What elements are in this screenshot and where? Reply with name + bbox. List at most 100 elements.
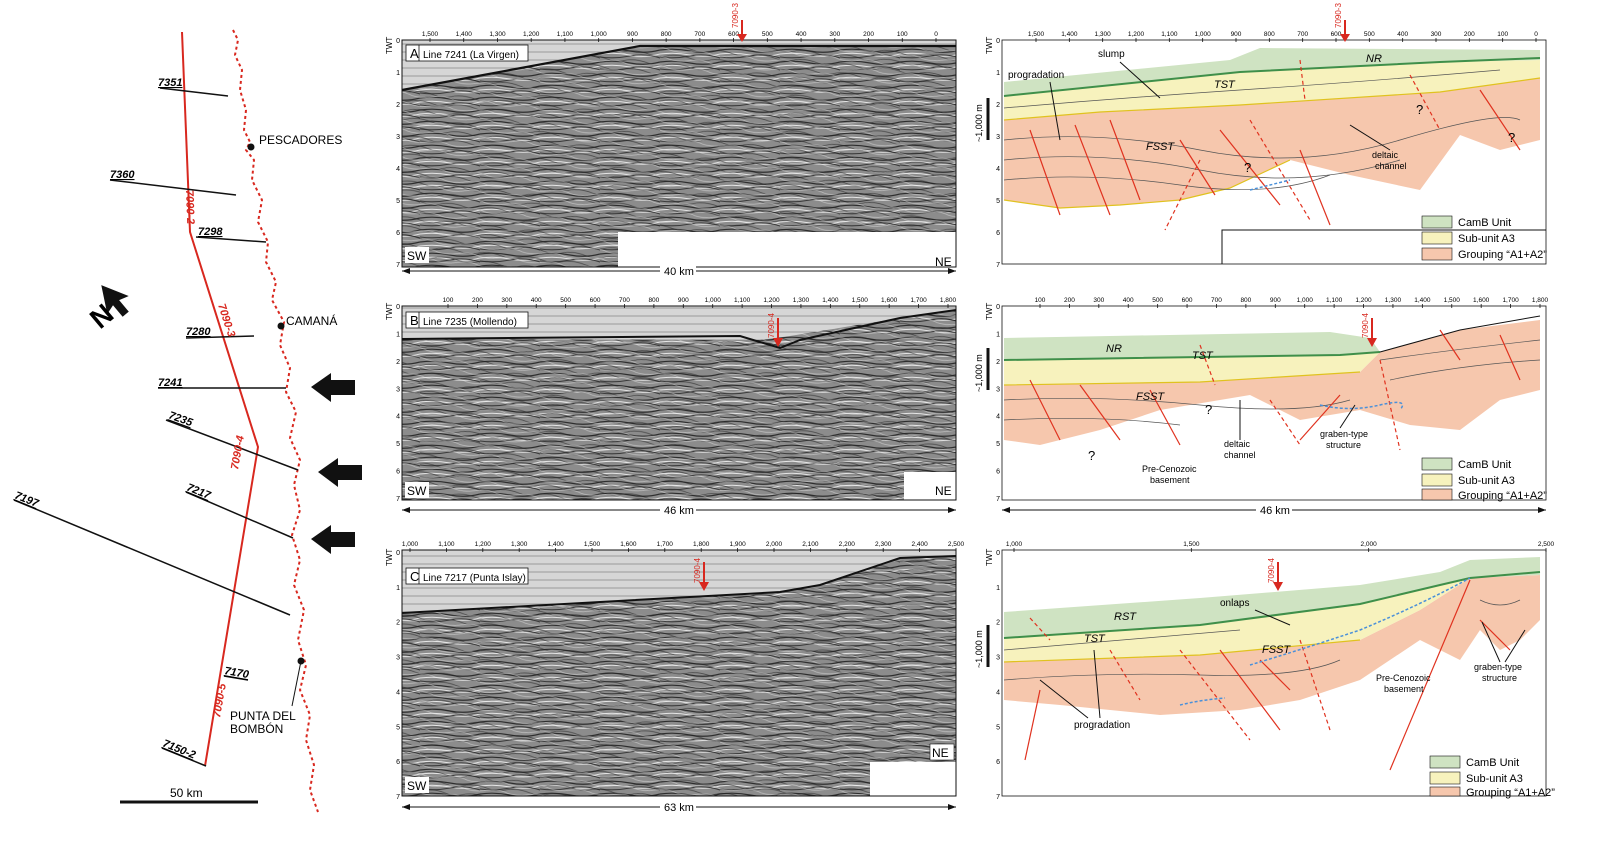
dip-line-7360 (109, 179, 237, 196)
legend-c-a1a2: Grouping “A1+A2” (1466, 787, 1555, 799)
panel-ai-twt-tick: 7 (996, 262, 1000, 269)
label-c-graben: graben-type (1474, 662, 1522, 672)
panel-b-twt-tick: 5 (396, 441, 400, 448)
panel-ai-axis-tick-label: 0 (1534, 31, 1538, 38)
scale-bar-b: ~1,000 m (974, 354, 984, 392)
panel-ai-axis-tick-label: 1,400 (1061, 31, 1078, 38)
panel-b-twt-tick: 2 (396, 359, 400, 366)
panel-a-axis-tick-label: 300 (829, 31, 840, 38)
panel-bi-axis-tick-label: 100 (1035, 297, 1046, 304)
panel-a-axis-tick-label: 0 (934, 31, 938, 38)
panel-c-axis-tick-label: 2,000 (766, 541, 783, 548)
panel-a-distance: 40 km (664, 266, 694, 278)
panel-b-twt-tick: 6 (396, 469, 400, 476)
panel-b-sw: SW (407, 484, 427, 498)
panel-c-axis-tick-label: 1,500 (584, 541, 601, 548)
panel-a-twt-tick: 5 (396, 198, 400, 205)
panel-b-axis-tick-label: 1,000 (705, 297, 722, 304)
panel-c-twt-tick: 0 (396, 550, 400, 557)
panel-bi-twt-title: TWT (985, 303, 994, 320)
panel-ai-twt-tick: 3 (996, 134, 1000, 141)
panel-c-twt-tick: 1 (396, 585, 400, 592)
panel-a-axis-tick-label: 500 (762, 31, 773, 38)
seismic-panel-a: 1,500 1,400 1,300 1,200 1,100 1,000 900 800 700 6… (385, 3, 957, 278)
panel-ai-axis-tick-label: 1,200 (1128, 31, 1145, 38)
panel-a-axis-tick-label: 1,200 (523, 31, 540, 38)
panel-bi-twt-tick: 0 (996, 304, 1000, 311)
legend-a-a3: Sub-unit A3 (1458, 233, 1515, 245)
panel-c-sw: SW (407, 779, 427, 793)
panel-a-axis-tick-label: 1,500 (422, 31, 439, 38)
place-punta-del: PUNTA DEL (230, 709, 296, 723)
dip-line-7170 (223, 675, 249, 681)
panel-c-axis-tick-label: 2,100 (802, 541, 819, 548)
panel-b-tie: 7090-4 (767, 313, 776, 338)
panel-c-twt-tick: 2 (396, 620, 400, 627)
label-b-tst: TST (1192, 350, 1214, 362)
panel-b-axis-tick-label: 1,700 (910, 297, 927, 304)
label-c-structure: structure (1482, 673, 1517, 683)
dip-line-7235 (165, 419, 299, 471)
panel-c-twt-tick: 5 (396, 724, 400, 731)
panel-b-axis-tick-label: 1,800 (940, 297, 957, 304)
panel-ai-twt-tick: 4 (996, 166, 1000, 173)
scale-bar-c: ~1,000 m (974, 630, 984, 668)
panel-b-distance: 46 km (664, 505, 694, 517)
panel-bi-axis-tick-label: 400 (1123, 297, 1134, 304)
panel-ai-axis-tick-label: 200 (1464, 31, 1475, 38)
panel-ai-axis-tick-label: 900 (1231, 31, 1242, 38)
panel-bi-axis-tick-label: 1,500 (1444, 297, 1461, 304)
panel-b-axis-tick-label: 1,200 (763, 297, 780, 304)
panel-a-axis-tick-label: 700 (694, 31, 705, 38)
line-label-7197: 7197 (13, 490, 41, 511)
line-label-7298: 7298 (198, 226, 223, 238)
panel-b-axis-tick-label: 1,400 (822, 297, 839, 304)
dip-line-7298 (195, 236, 267, 243)
panel-c-twt-tick: 6 (396, 759, 400, 766)
panel-ai-axis-tick-label: 500 (1364, 31, 1375, 38)
panel-b-twt-tick: 4 (396, 414, 400, 421)
panel-b-axis-tick-label: 100 (443, 297, 454, 304)
arrow-icon-7217 (311, 525, 355, 554)
panel-a-axis-tick-label: 800 (661, 31, 672, 38)
panel-c-axis-tick-label: 1,300 (511, 541, 528, 548)
legend-b-a3: Sub-unit A3 (1458, 475, 1515, 487)
label-a-progradation: progradation (1008, 70, 1064, 81)
panel-c-axis-tick-label: 1,900 (729, 541, 746, 548)
panel-a-ne: NE (935, 255, 952, 269)
label-b-q1: ? (1205, 402, 1212, 417)
panel-a-twt-tick: 4 (396, 166, 400, 173)
strike-label-7090-2: 7090-2 (183, 190, 196, 225)
label-a-deltaic: deltaic (1372, 150, 1399, 160)
panel-a-twt-tick: 6 (396, 230, 400, 237)
panel-c-axis-tick-label: 2,200 (839, 541, 856, 548)
unit-salmon-c (1004, 575, 1540, 715)
location-map: 7351 7360 7298 7280 7241 7235 7217 7197 … (13, 29, 362, 813)
panel-b-axis-tick-label: 500 (560, 297, 571, 304)
panel-b-axis-tick-label: 600 (590, 297, 601, 304)
place-leader (291, 660, 302, 707)
legend-a-a1a2: Grouping “A1+A2” (1458, 249, 1547, 261)
panel-ci-twt-tick: 2 (996, 620, 1000, 627)
unit-yellow-b (1004, 352, 1380, 385)
panel-a-twt-tick: 3 (396, 134, 400, 141)
panel-a-title: Line 7241 (La Virgen) (423, 50, 519, 61)
panel-b-twt-tick: 1 (396, 331, 400, 338)
label-b-nr: NR (1106, 343, 1122, 355)
panel-ai-axis-tick-label: 700 (1297, 31, 1308, 38)
panel-ai-twt-tick: 6 (996, 230, 1000, 237)
panel-c-axis-tick-label: 1,200 (475, 541, 492, 548)
panel-ai-tie: 7090-3 (1334, 3, 1343, 28)
panel-bi-twt-tick: 7 (996, 496, 1000, 503)
panel-bi-axis-tick-label: 300 (1093, 297, 1104, 304)
label-c-tst: TST (1084, 633, 1106, 645)
legend-c-camb: CamB Unit (1466, 757, 1519, 769)
place-bombon: BOMBÓN (230, 721, 283, 736)
panel-a-axis-tick-label: 200 (863, 31, 874, 38)
panel-c-twt-tick: 7 (396, 794, 400, 801)
label-a-tst: TST (1214, 79, 1236, 91)
dip-line-7351 (159, 87, 229, 97)
panel-a-axis-tick-label: 900 (627, 31, 638, 38)
line-label-7280: 7280 (186, 326, 211, 338)
